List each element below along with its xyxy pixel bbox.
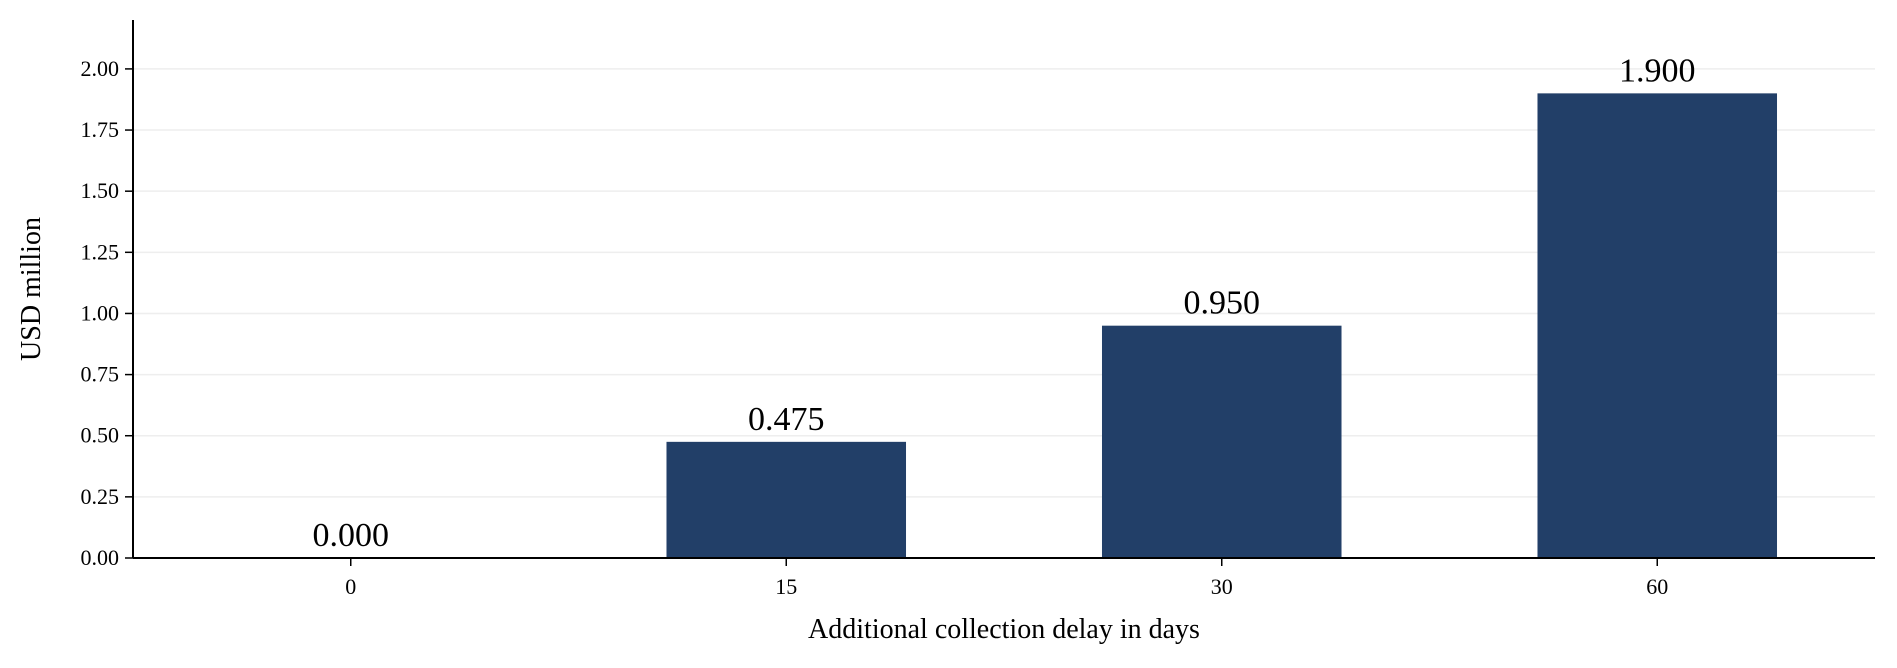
y-axis-ticks: 0.00 0.25 0.50 0.75 1.00 1.25 1.50 1.75 2.00 — [81, 56, 133, 570]
data-labels: 0.000 0.475 0.950 1.900 — [313, 52, 1696, 554]
y-axis-title: USD million — [16, 217, 47, 361]
bar — [1537, 93, 1778, 558]
gridlines — [133, 68, 1875, 498]
x-tick-label: 30 — [1211, 574, 1233, 599]
y-tick-label: 1.25 — [81, 239, 120, 264]
y-tick-label: 2.00 — [81, 56, 120, 81]
y-tick-label: 0.50 — [81, 423, 120, 448]
bar-value-label: 0.950 — [1184, 285, 1261, 322]
y-tick-label: 1.50 — [81, 178, 120, 203]
bars — [666, 93, 1778, 558]
bar-value-label: 1.900 — [1619, 52, 1696, 89]
x-tick-label: 60 — [1646, 574, 1668, 599]
y-tick-label: 1.75 — [81, 117, 120, 142]
y-tick-label: 1.00 — [81, 300, 120, 325]
y-tick-label: 0.25 — [81, 484, 120, 509]
y-tick-label: 0.75 — [81, 362, 120, 387]
bar — [666, 441, 907, 558]
bar-value-label: 0.475 — [748, 401, 825, 438]
bar-value-label: 0.000 — [313, 517, 390, 554]
bar — [1101, 325, 1342, 558]
x-tick-label: 15 — [775, 574, 797, 599]
x-tick-label: 0 — [345, 574, 356, 599]
x-axis-title: Additional collection delay in days — [808, 614, 1200, 645]
x-axis-ticks: 0 15 30 60 — [345, 558, 1668, 599]
y-tick-label: 0.00 — [81, 545, 120, 570]
